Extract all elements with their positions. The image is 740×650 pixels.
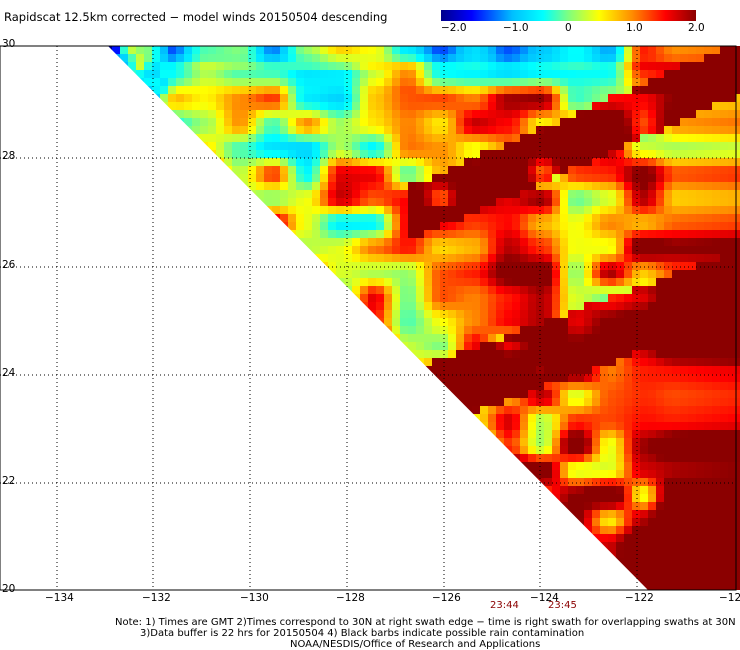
- lon-label-126: −126: [432, 592, 461, 604]
- footnote-line-2: 3)Data buffer is 22 hrs for 20150504 4) …: [140, 628, 585, 639]
- map-gridlines: [0, 46, 736, 590]
- map-frame: [0, 45, 737, 591]
- swath-data: [108, 46, 740, 590]
- lat-label-22: 22: [2, 475, 16, 487]
- colorbar-label-neg1: −1.0: [503, 22, 529, 34]
- lon-label-132: −132: [142, 592, 171, 604]
- lon-label-124: −124: [530, 592, 559, 604]
- colorbar: [441, 10, 696, 21]
- map-title: Rapidscat 12.5km corrected − model winds…: [4, 10, 388, 24]
- lat-label-30: 30: [2, 38, 16, 50]
- footnote-line-1: Note: 1) Times are GMT 2)Times correspon…: [115, 617, 736, 628]
- lon-label-128: −128: [336, 592, 365, 604]
- lon-label-130: −130: [240, 592, 269, 604]
- lat-label-26: 26: [2, 259, 16, 271]
- colorbar-label-pos2: 2.0: [688, 22, 705, 34]
- footnote-line-3: NOAA/NESDIS/Office of Research and Appli…: [290, 639, 541, 650]
- lat-label-28: 28: [2, 150, 16, 162]
- colorbar-label-neg2: −2.0: [441, 22, 467, 34]
- swath-time-label-2: 23:45: [548, 600, 577, 611]
- colorbar-label-zero: 0: [565, 22, 572, 34]
- colorbar-label-pos1: 1.0: [626, 22, 643, 34]
- lon-label-134: −134: [45, 592, 74, 604]
- lon-label-120: −120: [719, 592, 740, 604]
- swath-time-label-1: 23:44: [490, 600, 519, 611]
- lat-label-24: 24: [2, 367, 16, 379]
- lat-label-20: 20: [2, 583, 16, 595]
- lon-label-122: −122: [625, 592, 654, 604]
